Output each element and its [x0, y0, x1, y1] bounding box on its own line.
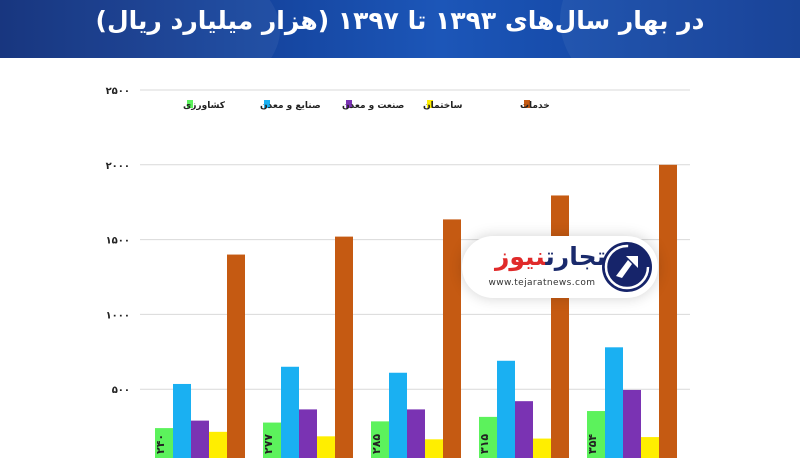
- y-tick-label: ۵۰۰: [112, 385, 130, 396]
- bar-value-label: ۳۱۵: [478, 434, 491, 454]
- chart-header: در بهار سال‌های ۱۳۹۳ تا ۱۳۹۷ (هزار میلیا…: [0, 0, 800, 58]
- bar-agriculture: [263, 422, 281, 462]
- legend-swatch-agriculture: [187, 100, 193, 108]
- y-tick-label: ۲۵۰۰: [106, 86, 130, 97]
- bar-construction: [533, 438, 551, 462]
- logo-url: www.tejaratnews.com: [488, 278, 596, 288]
- logo-name-part1: تجارت: [545, 242, 606, 271]
- legend-swatch-construction: [427, 100, 433, 108]
- plot-area: ۵۰۰ ۱۰۰۰ ۱۵۰۰ ۲۰۰۰ ۲۵۰۰ ۲۴۰ ۲۷۷ ۲۸۵ ۳۱۵ ۳۵۴ خدمات س…: [0, 58, 800, 462]
- bar-construction: [425, 439, 443, 462]
- bar-mining_industry: [605, 347, 623, 462]
- bar-services: [227, 254, 245, 462]
- y-tick-label: ۱۵۰۰: [106, 236, 130, 247]
- bar-value-label: ۲۸۵: [370, 434, 383, 454]
- bar-value-label: ۲۴۰: [154, 434, 167, 454]
- bar-industry_mining: [623, 389, 641, 462]
- bar-construction: [641, 437, 659, 462]
- bar-services: [551, 195, 569, 462]
- bar-services: [335, 236, 353, 462]
- bar-mining_industry: [173, 383, 191, 462]
- legend-label-construction: ساختمان: [423, 101, 463, 111]
- logo-emblem-icon: [602, 242, 652, 292]
- legend-label-mining_industry: صنایع و معدن: [260, 101, 321, 111]
- bar-agriculture: [479, 416, 497, 462]
- bar-mining_industry: [389, 372, 407, 462]
- y-tick-label: ۲۰۰۰: [106, 161, 130, 172]
- bar-agriculture: [371, 421, 389, 462]
- bar-agriculture: [155, 428, 173, 462]
- legend-swatch-industry_mining: [346, 100, 352, 108]
- logo-name-part2: نیوز: [494, 242, 546, 271]
- bar-construction: [317, 436, 335, 462]
- bar-mining_industry: [281, 366, 299, 462]
- bar-value-label: ۲۷۷: [262, 434, 275, 454]
- bar-value-label: ۳۵۴: [586, 434, 599, 454]
- legend-label-agriculture: کشاورزی: [183, 101, 226, 111]
- bar-industry_mining: [299, 409, 317, 462]
- bar-industry_mining: [407, 409, 425, 462]
- bar-services: [659, 164, 677, 462]
- bar-industry_mining: [515, 401, 533, 462]
- legend-swatch-mining_industry: [264, 100, 270, 108]
- legend-label-industry_mining: صنعت و معدن: [342, 101, 404, 111]
- tejaratnews-logo: تجارتنیوز www.tejaratnews.com: [462, 236, 658, 298]
- bar-chart: ۵۰۰ ۱۰۰۰ ۱۵۰۰ ۲۰۰۰ ۲۵۰۰ ۲۴۰ ۲۷۷ ۲۸۵ ۳۱۵ ۳۵۴ خدمات س…: [106, 86, 690, 462]
- bar-services: [443, 219, 461, 462]
- legend-label-services: خدمات: [520, 101, 550, 111]
- chart-title: در بهار سال‌های ۱۳۹۳ تا ۱۳۹۷ (هزار میلیا…: [95, 6, 705, 35]
- bar-construction: [209, 431, 227, 462]
- y-tick-label: ۱۰۰۰: [106, 310, 130, 321]
- bar-industry_mining: [191, 420, 209, 462]
- legend-swatch-services: [524, 100, 530, 108]
- logo-name: تجارتنیوز: [476, 242, 606, 272]
- bar-mining_industry: [497, 360, 515, 462]
- bar-agriculture: [587, 411, 605, 462]
